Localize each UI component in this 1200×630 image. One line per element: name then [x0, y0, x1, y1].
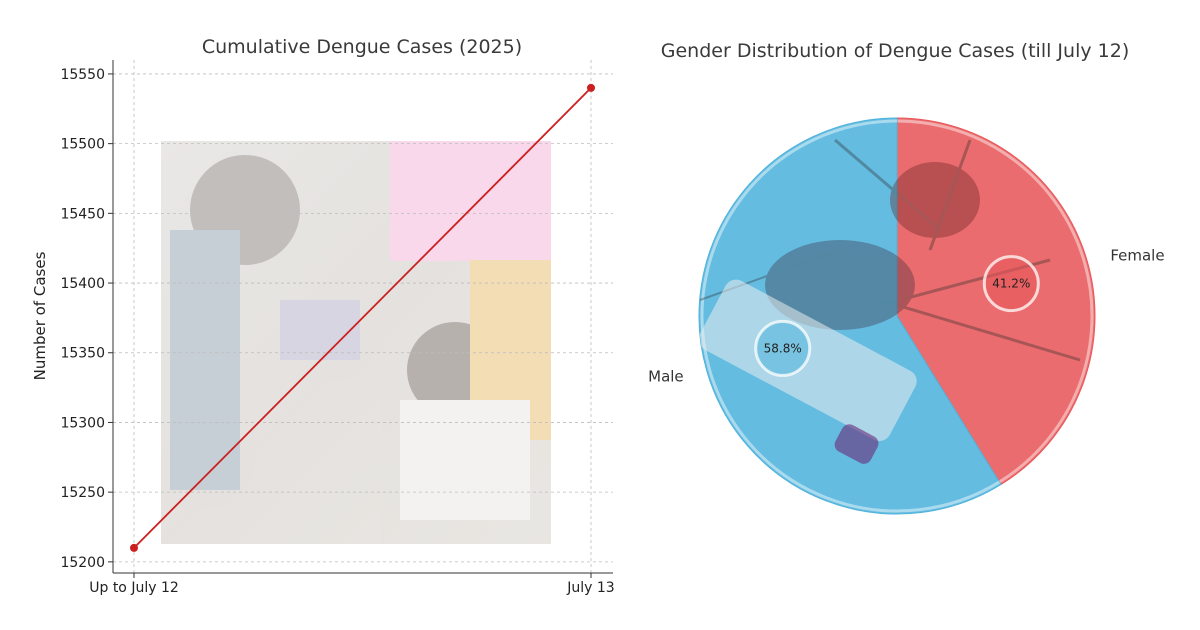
slice-label-female: Female — [1110, 246, 1164, 264]
y-tick-label: 15250 — [60, 485, 105, 501]
x-tick-label: Up to July 12 — [89, 580, 179, 596]
line-chart-title: Cumulative Dengue Cases (2025) — [202, 36, 522, 58]
y-tick-label: 15350 — [60, 346, 105, 362]
y-tick-label: 15450 — [60, 206, 105, 222]
y-axis-label: Number of Cases — [31, 251, 49, 380]
line-series — [130, 83, 595, 552]
mosquito-illustration — [699, 138, 1081, 362]
pie-slice-male — [698, 117, 1002, 515]
y-tick-label: 15200 — [60, 555, 105, 571]
series-line — [133, 87, 592, 549]
line-grid — [113, 60, 613, 573]
pct-bubble-female — [982, 255, 1040, 313]
data-point — [130, 543, 138, 552]
pie-labels: 41.2% Female 58.8% Male — [648, 246, 1164, 385]
line-ticks: 15200 15250 15300 15350 15400 15450 15500 15550… — [60, 67, 614, 596]
pie-chart: Gender Distribution of Dengue Cases (til… — [648, 40, 1165, 515]
slice-label-male: Male — [648, 368, 684, 386]
pie-rim-female — [896, 119, 1094, 484]
y-tick-label: 15400 — [60, 276, 105, 292]
pct-bubble-male — [754, 319, 812, 377]
y-tick-label: 15500 — [60, 137, 105, 153]
pct-label-male: 58.8% — [764, 341, 802, 355]
line-chart: Cumulative Dengue Cases (2025) 15200 1525… — [31, 36, 615, 596]
pct-label-female: 41.2% — [992, 277, 1030, 291]
background-photo — [161, 141, 551, 544]
y-tick-label: 15550 — [60, 67, 105, 83]
pie-rim-male — [700, 119, 1001, 513]
pie-chart-title: Gender Distribution of Dengue Cases (til… — [661, 40, 1129, 62]
data-point — [587, 83, 595, 92]
x-tick-label: July 13 — [566, 580, 614, 596]
y-tick-label: 15300 — [60, 415, 105, 431]
